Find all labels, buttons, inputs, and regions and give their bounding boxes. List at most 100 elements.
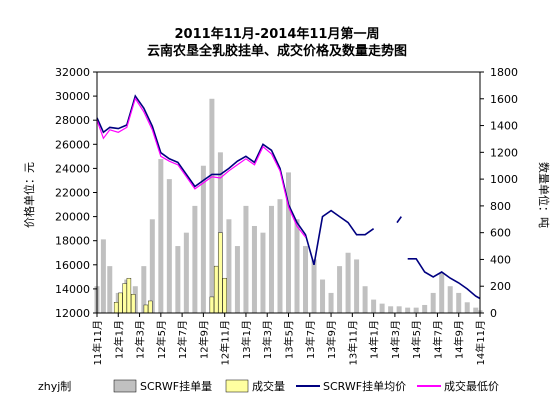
scrwf-volume-bar [388,306,394,313]
scrwf-volume-bar [311,259,317,313]
scrwf-volume-bar [209,98,215,314]
scrwf-volume-bar [294,219,300,313]
scrwf-volume-bar [149,219,155,313]
scrwf-volume-bar [268,205,274,313]
x-tick-label: 14年11月 [474,320,487,365]
scrwf-volume-bar [200,165,206,313]
avg-price-line [96,94,375,266]
legend-author: zhyj制 [38,380,71,393]
y-right-tick-label: 1800 [490,66,518,79]
scrwf-volume-bar [158,159,164,313]
y-right-tick-label: 1200 [490,146,518,159]
x-tick-label: 14年7月 [431,320,444,359]
deal-volume-bar [209,296,215,314]
scrwf-volume-bar [175,246,181,313]
x-tick-label: 12年5月 [155,320,168,359]
y-right-tick-label: 400 [490,253,511,266]
x-tick-label: 12年3月 [134,320,147,359]
x-tick-label: 14年9月 [453,320,466,359]
y-axis-left-label: 价格单位：元 [22,162,36,228]
x-tick-label: 12年1月 [112,320,125,359]
avg-price-line [407,257,481,300]
y-left-tick-label: 24000 [55,162,90,175]
deal-volume-bar [218,232,223,314]
avg-price-line [396,216,402,224]
x-tick-label: 14年5月 [410,320,423,359]
y-axis-right-label: 数量单位：吨 [537,162,551,228]
scrwf-volume-bar [422,304,428,313]
scrwf-volume-bar [320,279,326,313]
scrwf-volume-bar [234,246,240,313]
y-axis-left-ticks: 12000 14000 16000 18000 20000 22000 24000 26000… [55,66,97,320]
chart-title-line2: 云南农垦全乳胶挂单、成交价格及数量走势图 [147,43,407,59]
scrwf-volume-bar [405,307,411,313]
legend-swatch-deal-volume [225,379,249,393]
scrwf-volume-bar [251,225,257,313]
deal-volume-bar [130,294,136,314]
y-right-tick-label: 200 [490,280,511,293]
x-tick-label: 13年11月 [346,320,359,365]
y-left-tick-label: 30000 [55,90,90,103]
y-right-tick-label: 1400 [490,120,518,133]
scrwf-volume-bar [328,292,334,313]
deal-volume-bar [222,277,227,314]
scrwf-volume-bar [473,307,479,313]
deal-volume-bar [122,283,127,314]
scrwf-volume-bar [371,299,377,313]
legend: zhyj制 SCRWF挂单量 成交量 SCRWF挂单均价 成交最低价 [38,379,499,393]
x-tick-label: 14年1月 [368,320,381,359]
legend-label-min-price: 成交最低价 [444,379,499,393]
y-left-tick-label: 26000 [55,138,90,151]
deal-volume-bar [147,300,153,314]
scrwf-volume-bar [345,252,351,313]
y-left-tick-label: 14000 [55,283,90,296]
y-left-tick-label: 12000 [55,307,90,320]
scrwf-volume-bar [166,179,172,313]
x-axis-ticks: 11年11月 12年1月 12年3月 12年5月 12年7月 12年9月 12年11月 13年… [91,313,487,365]
x-tick-label: 12年9月 [197,320,210,359]
x-tick-label: 14年3月 [389,320,402,359]
deal-volume-bar [143,304,149,314]
y-axis-right-ticks: 0 200 400 600 800 1000 1200 1400 1600 1800 [480,66,518,320]
scrwf-volume-bar [243,205,249,313]
legend-label-deal-volume: 成交量 [252,379,285,393]
y-left-tick-label: 32000 [55,66,90,79]
scrwf-volume-bar [362,286,368,313]
y-left-tick-label: 22000 [55,187,90,200]
min-price-line [96,97,306,238]
deal-volume-bar [126,277,132,314]
scrwf-volume-bar [413,307,419,313]
deal-volume-bar [113,302,119,314]
x-tick-label: 12年7月 [176,320,189,359]
y-left-tick-label: 20000 [55,211,90,224]
deal-volume-bar [213,265,219,314]
scrwf-volume-bar [447,286,453,313]
scrwf-volume-bar [354,259,360,313]
legend-label-avg-price: SCRWF挂单均价 [323,379,406,393]
scrwf-volume-bar [277,199,283,313]
scrwf-volume-bar [337,266,343,313]
scrwf-volume-bar [286,172,291,313]
chart-title-line1: 2011年11月-2014年11月第一周 [175,26,380,42]
y-right-tick-label: 600 [490,227,511,240]
x-tick-label: 13年7月 [304,320,317,359]
x-tick-label: 12年11月 [219,320,232,365]
y-right-tick-label: 1000 [490,173,518,186]
y-right-tick-label: 800 [490,200,511,213]
x-tick-label: 13年1月 [240,320,253,359]
scrwf-volume-bar [183,232,189,313]
scrwf-volume-bar [192,205,198,313]
y-left-tick-label: 28000 [55,114,90,127]
scrwf-volume-bar [107,266,113,313]
scrwf-volume-bar [226,219,232,313]
x-tick-label: 13年5月 [283,320,296,359]
deal-volume-bar [118,292,123,314]
legend-label-scrwf-volume: SCRWF挂单量 [140,379,212,393]
scrwf-volume-bar [260,232,266,313]
scrwf-volume-bar [100,239,106,313]
scrwf-volume-bar [439,272,445,313]
price-lines [96,94,481,300]
y-right-tick-label: 0 [490,307,497,320]
